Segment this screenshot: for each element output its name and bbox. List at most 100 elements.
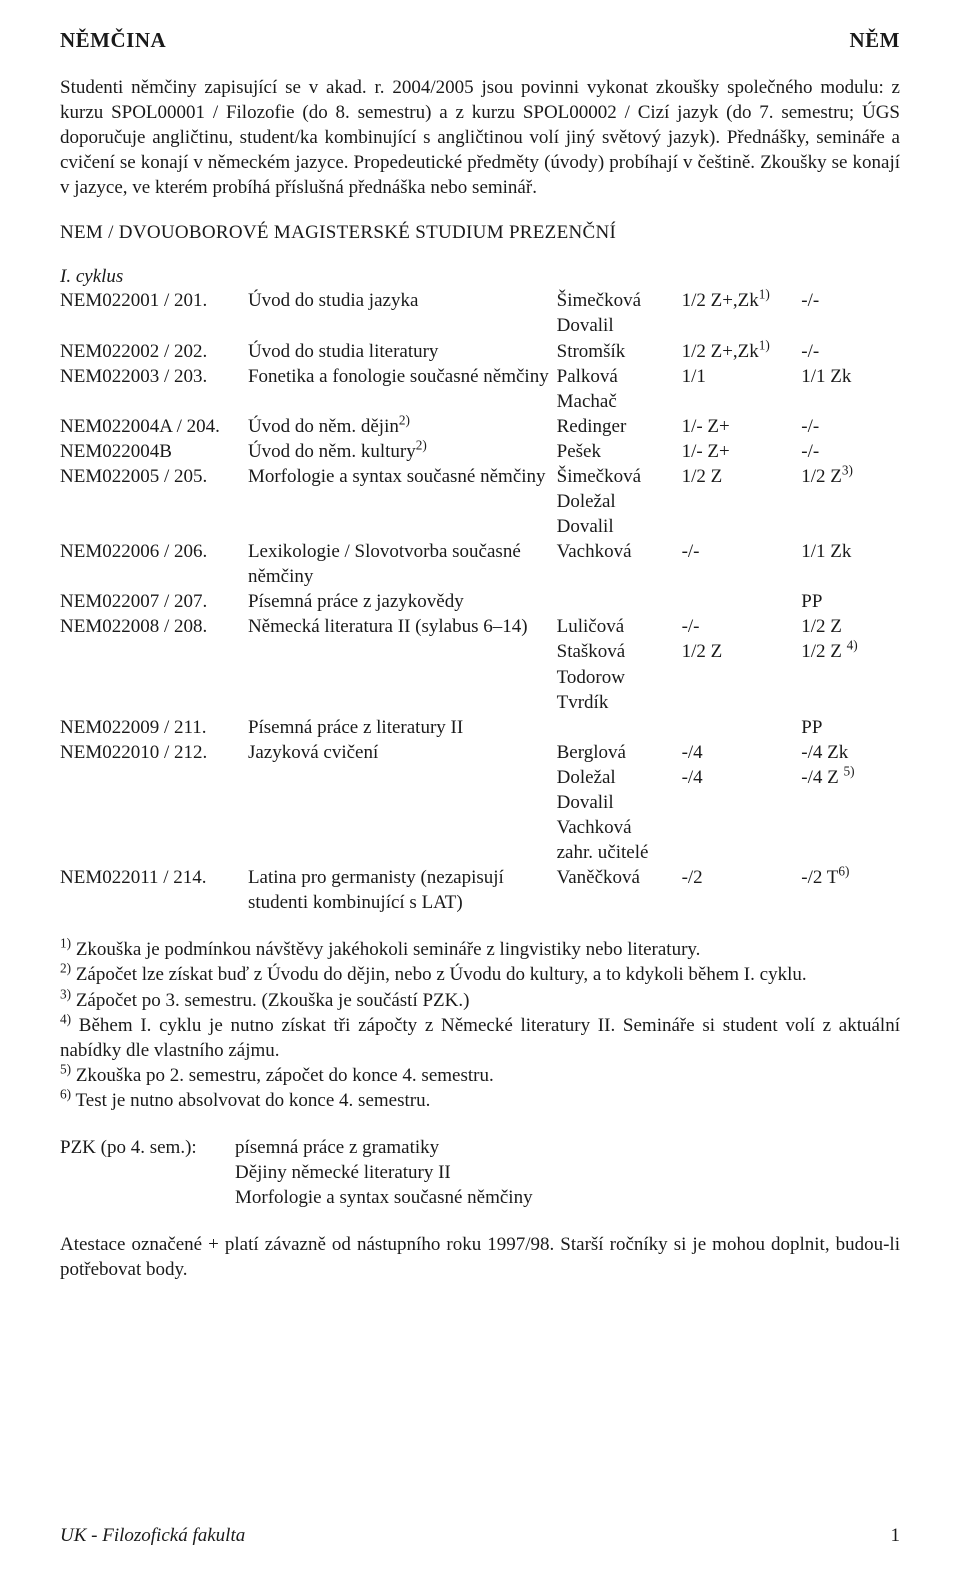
course-instructor <box>557 589 682 614</box>
course-code: NEM022009 / 211. <box>60 715 248 740</box>
pzk-label: PZK (po 4. sem.): <box>60 1135 235 1210</box>
course-title: Latina pro germanisty (nezapisují studen… <box>248 865 557 915</box>
course-col2: 1/2 Z <box>801 614 900 639</box>
course-col2 <box>801 790 900 815</box>
footer-page-number: 1 <box>891 1525 901 1547</box>
course-col1 <box>682 514 802 539</box>
course-code: NEM022003 / 203. <box>60 364 248 414</box>
course-col1 <box>682 715 802 740</box>
course-instructor: Stromšík <box>557 339 682 364</box>
course-instructor: Vaněčková <box>557 865 682 915</box>
course-col1: 1/2 Z <box>682 464 802 489</box>
table-row: NEM022001 / 201.Úvod do studia jazykaŠim… <box>60 288 900 313</box>
course-title: Písemná práce z jazykovědy <box>248 589 557 614</box>
course-instructor: Šimečková <box>557 464 682 489</box>
table-row: NEM022002 / 202.Úvod do studia literatur… <box>60 339 900 364</box>
page: NĚMČINA NĚM Studenti němčiny zapisující … <box>0 0 960 1573</box>
table-row: NEM022010 / 212.Jazyková cvičeníBerglová… <box>60 740 900 765</box>
course-col2: -/4 Zk <box>801 740 900 765</box>
pzk-line: Morfologie a syntax současné němčiny <box>235 1185 533 1210</box>
table-row: NEM022005 / 205.Morfologie a syntax souč… <box>60 464 900 489</box>
course-instructor: Luličová <box>557 614 682 639</box>
course-code: NEM022004B <box>60 439 248 464</box>
course-col2: 1/2 Z3) <box>801 464 900 489</box>
course-instructor: Machač <box>557 389 682 414</box>
course-instructor: Tvrdík <box>557 690 682 715</box>
course-col2: -/- <box>801 288 900 313</box>
course-col1 <box>682 815 802 840</box>
course-title: Jazyková cvičení <box>248 740 557 865</box>
course-title: Lexikologie / Slovotvorba současné němči… <box>248 539 557 589</box>
course-instructor: zahr. učitelé <box>557 840 682 865</box>
table-row: NEM022003 / 203.Fonetika a fonologie sou… <box>60 364 900 389</box>
course-instructor: Dovalil <box>557 790 682 815</box>
pzk-block: PZK (po 4. sem.): písemná práce z gramat… <box>60 1135 900 1210</box>
course-col2 <box>801 815 900 840</box>
course-code: NEM022006 / 206. <box>60 539 248 589</box>
footnote: 5) Zkouška po 2. semestru, zápočet do ko… <box>60 1063 900 1088</box>
course-col2 <box>801 389 900 414</box>
course-code: NEM022004A / 204. <box>60 414 248 439</box>
footer-faculty: UK - Filozofická fakulta <box>60 1525 245 1547</box>
course-col1: -/2 <box>682 865 802 915</box>
course-instructor: Pešek <box>557 439 682 464</box>
course-col1 <box>682 489 802 514</box>
course-code: NEM022010 / 212. <box>60 740 248 865</box>
course-col2: 1/2 Z 4) <box>801 639 900 664</box>
course-col1: 1/2 Z+,Zk1) <box>682 288 802 313</box>
course-code: NEM022001 / 201. <box>60 288 248 338</box>
course-title: Úvod do něm. kultury2) <box>248 439 557 464</box>
course-col1: 1/2 Z <box>682 639 802 664</box>
course-col2 <box>801 514 900 539</box>
course-title: Úvod do něm. dějin2) <box>248 414 557 439</box>
footnote: 6) Test je nutno absolvovat do konce 4. … <box>60 1088 900 1113</box>
course-instructor: Šimečková <box>557 288 682 313</box>
course-col1 <box>682 840 802 865</box>
table-row: NEM022008 / 208.Německá literatura II (s… <box>60 614 900 639</box>
course-instructor: Dovalil <box>557 313 682 338</box>
pzk-line: Dějiny německé literatury II <box>235 1160 533 1185</box>
course-col1: -/4 <box>682 765 802 790</box>
course-col1 <box>682 665 802 690</box>
course-col2: -/4 Z 5) <box>801 765 900 790</box>
course-col1 <box>682 589 802 614</box>
course-col2: PP <box>801 589 900 614</box>
footnotes: 1) Zkouška je podmínkou návštěvy jakéhok… <box>60 937 900 1113</box>
page-footer: UK - Filozofická fakulta 1 <box>60 1525 900 1547</box>
course-instructor: Berglová <box>557 740 682 765</box>
table-row: NEM022011 / 214.Latina pro germanisty (n… <box>60 865 900 915</box>
intro-paragraph: Studenti němčiny zapisující se v akad. r… <box>60 75 900 200</box>
course-col2 <box>801 489 900 514</box>
course-instructor: Stašková <box>557 639 682 664</box>
table-row: NEM022007 / 207.Písemná práce z jazykově… <box>60 589 900 614</box>
course-code: NEM022008 / 208. <box>60 614 248 714</box>
course-col2: -/- <box>801 414 900 439</box>
course-code: NEM022007 / 207. <box>60 589 248 614</box>
table-row: NEM022004A / 204.Úvod do něm. dějin2)Red… <box>60 414 900 439</box>
course-col2: -/2 T6) <box>801 865 900 915</box>
course-col1 <box>682 790 802 815</box>
pzk-line: písemná práce z gramatiky <box>235 1135 533 1160</box>
course-col1: 1/- Z+ <box>682 414 802 439</box>
section-title: NEM / DVOUOBOROVÉ MAGISTERSKÉ STUDIUM PR… <box>60 222 900 244</box>
course-col1 <box>682 313 802 338</box>
course-col2 <box>801 665 900 690</box>
course-col1: 1/- Z+ <box>682 439 802 464</box>
course-title: Fonetika a fonologie současné němčiny <box>248 364 557 414</box>
course-col1: -/- <box>682 614 802 639</box>
closing-paragraph: Atestace označené + platí závazně od nás… <box>60 1232 900 1282</box>
course-col1 <box>682 690 802 715</box>
cycle-label: I. cyklus <box>60 266 900 288</box>
course-table: NEM022001 / 201.Úvod do studia jazykaŠim… <box>60 288 900 915</box>
table-row: NEM022009 / 211.Písemná práce z literatu… <box>60 715 900 740</box>
course-instructor: Doležal <box>557 765 682 790</box>
course-col1: -/- <box>682 539 802 589</box>
course-code: NEM022011 / 214. <box>60 865 248 915</box>
course-col2: 1/1 Zk <box>801 364 900 389</box>
course-col2: PP <box>801 715 900 740</box>
course-code: NEM022002 / 202. <box>60 339 248 364</box>
course-code: NEM022005 / 205. <box>60 464 248 539</box>
footnote: 2) Zápočet lze získat buď z Úvodu do děj… <box>60 962 900 987</box>
course-col2: -/- <box>801 439 900 464</box>
course-instructor <box>557 715 682 740</box>
